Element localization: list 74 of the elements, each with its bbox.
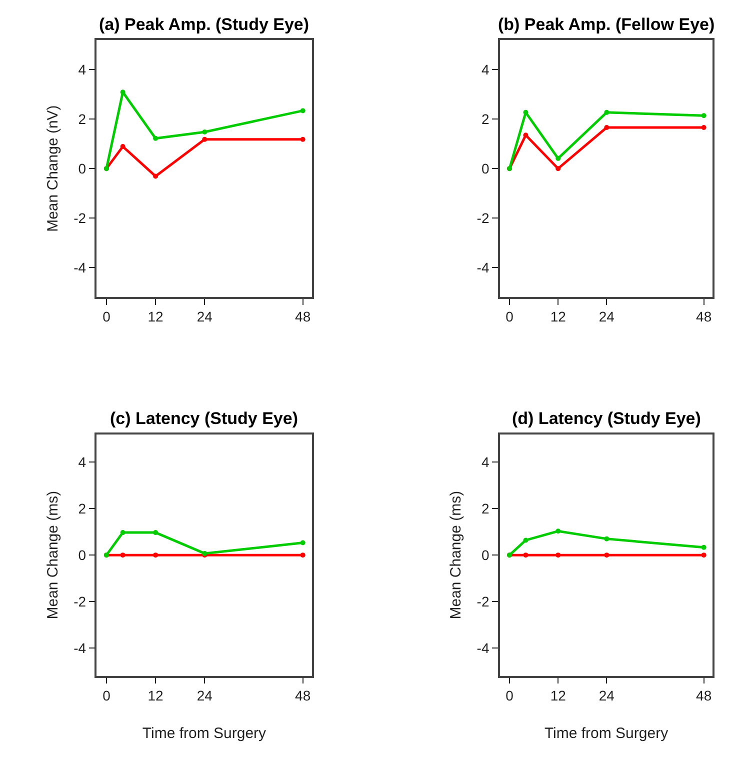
point [604,110,610,115]
y-tick-label: -4 [476,640,490,656]
point [523,132,528,138]
point [153,552,158,558]
point [300,540,306,546]
y-tick-label: -4 [476,259,490,276]
point [153,530,158,536]
y-axis-title: Mean Change (ms) [448,490,465,620]
x-tick-label: 12 [148,308,164,325]
x-tick-label: 12 [148,687,164,704]
point [300,552,306,558]
y-tick-label: 2 [481,111,490,128]
x-tick-label: 48 [696,308,712,325]
x-tick-label: 24 [196,308,213,325]
y-tick-label: -2 [74,593,86,610]
x-tick-label: 12 [550,687,566,704]
y-axis-title: Mean Change (ms) [44,490,62,620]
x-axis-title: Time from Surgery [142,724,267,742]
y-tick-label: 4 [481,62,490,78]
chart-title: (a) Peak Amp. (Study Eye) [99,15,310,34]
point [523,538,528,543]
point [300,108,306,114]
chart-title: (b) Peak Amp. (Fellow Eye) [498,15,715,34]
x-tick-label: 48 [696,687,712,704]
y-tick-label: 2 [78,500,86,517]
point [604,125,610,130]
point [701,552,706,558]
x-tick-label: 48 [295,308,311,325]
point [604,536,610,542]
y-tick-label: 0 [481,546,490,563]
point [120,144,126,150]
point [523,110,528,115]
point [701,544,706,550]
point [153,174,158,179]
point [202,136,208,142]
y-tick-label: 0 [78,546,86,563]
y-tick-label: -2 [74,210,86,226]
x-tick-label: 0 [506,687,514,704]
y-tick-label: -2 [476,593,490,610]
chart-title: (d) Latency (Study Eye) [512,409,701,428]
x-tick-label: 0 [102,687,111,704]
point [556,156,561,161]
y-tick-label: -4 [74,640,86,656]
y-axis-title: Mean Change (nV) [44,105,62,232]
point [202,129,208,134]
x-axis-title: Time from Surgery [544,724,669,742]
x-tick-label: 0 [506,308,514,325]
y-tick-label: 0 [481,160,490,176]
y-tick-label: 4 [78,62,86,78]
x-tick-label: 48 [295,687,311,704]
x-tick-label: 24 [598,308,615,325]
y-tick-label: -4 [74,259,86,276]
point [120,530,126,536]
y-tick-label: -2 [476,210,490,226]
point [120,552,126,558]
point [604,552,610,558]
chart-title: (c) Latency (Study Eye) [110,409,298,428]
point [556,552,561,558]
x-tick-label: 0 [102,308,111,325]
x-tick-label: 12 [550,308,566,325]
point [556,528,561,534]
y-tick-label: 4 [481,454,490,470]
point [300,136,306,142]
point [701,125,706,130]
x-tick-label: 24 [598,687,615,704]
point [701,113,706,118]
point [523,552,528,558]
y-tick-label: 2 [78,111,86,128]
y-tick-label: 0 [78,160,86,176]
point [556,166,561,172]
x-tick-label: 24 [196,687,213,704]
y-tick-label: 2 [481,500,490,517]
point [153,136,158,141]
y-tick-label: 4 [78,454,86,470]
